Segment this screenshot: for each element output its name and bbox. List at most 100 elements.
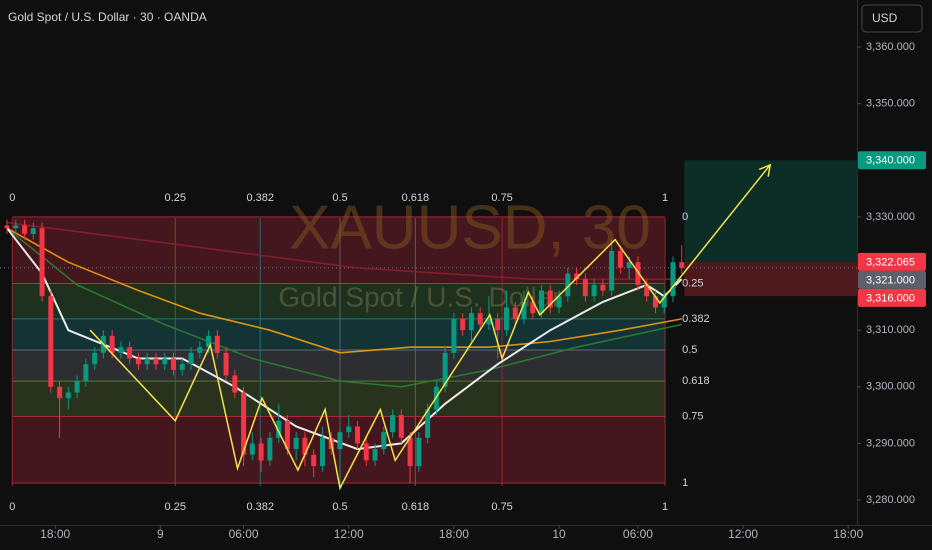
price-label-box <box>858 288 926 307</box>
background-layer <box>0 160 857 486</box>
candle-body <box>635 262 641 285</box>
fib-price-label: 0.25 <box>682 277 703 289</box>
candle-body <box>48 296 54 387</box>
x-tick-label: 06:00 <box>623 527 653 541</box>
candle-body <box>495 318 501 331</box>
y-tick-label: 3,350.000 <box>866 98 915 110</box>
candle-body <box>39 228 45 297</box>
candle-body <box>92 352 98 365</box>
candle-body <box>679 262 685 268</box>
fib-time-label-top: 1 <box>662 192 668 204</box>
symbol-header: Gold Spot / U.S. Dollar · 30 · OANDA <box>8 10 207 24</box>
candle-body <box>591 284 597 297</box>
price-label: 3,340.000 <box>866 155 915 167</box>
watermark-name: Gold Spot / U.S. Dollar <box>278 281 561 312</box>
pattern-line <box>89 164 771 491</box>
candle-body <box>390 415 396 433</box>
candle-body <box>109 335 115 353</box>
fib-price-label: 0.5 <box>682 344 697 356</box>
fib-time-label-top: 0.75 <box>491 192 512 204</box>
candle-body <box>346 426 352 433</box>
candle-body <box>135 358 141 365</box>
candle-body <box>582 279 588 297</box>
fib-band <box>12 416 666 484</box>
y-tick-label: 3,310.000 <box>866 324 915 336</box>
candle-body <box>337 432 343 450</box>
candle-body <box>267 437 273 461</box>
y-tick-label: 3,280.000 <box>866 494 915 506</box>
candle-body <box>293 437 299 450</box>
target-zone <box>684 160 857 262</box>
fib-price-label: 0.618 <box>682 375 710 387</box>
candle-body <box>57 386 63 399</box>
candle-body <box>670 262 676 297</box>
candle-body <box>206 335 212 348</box>
fib-time-label-bottom: 0.5 <box>332 501 347 513</box>
x-tick-label: 18:00 <box>833 527 863 541</box>
moving-average <box>6 227 682 388</box>
candle-body <box>179 364 185 370</box>
candle-body <box>144 358 150 365</box>
candle-body <box>302 437 308 455</box>
x-tick-label: 06:00 <box>229 527 259 541</box>
candle-body <box>539 290 545 314</box>
x-tick-label: 9 <box>157 527 164 541</box>
currency-button[interactable] <box>861 4 923 33</box>
candle-body <box>355 426 361 444</box>
y-tick-label: 3,300.000 <box>866 381 915 393</box>
candle-body <box>319 437 325 467</box>
candle-body <box>197 347 203 353</box>
candle-body <box>451 318 457 353</box>
price-label-box <box>858 151 926 170</box>
fib-time-label-bottom: 0.25 <box>165 501 186 513</box>
moving-average <box>6 221 682 280</box>
fib-band <box>12 350 666 382</box>
candle-body <box>521 301 527 319</box>
candle-body <box>644 284 650 297</box>
fib-time-label-top: 0 <box>9 192 15 204</box>
x-tick-label: 18:00 <box>439 527 469 541</box>
candle-body <box>425 409 431 438</box>
candle-body <box>468 313 474 331</box>
candle-body <box>486 318 492 325</box>
candle-body <box>372 449 378 461</box>
candle-body <box>223 352 229 376</box>
fib-price-label: 1 <box>682 477 688 489</box>
fib-band <box>12 381 666 417</box>
candle-body <box>398 415 404 438</box>
fib-time-label-bottom: 0.75 <box>491 501 512 513</box>
x-tick-label: 12:00 <box>334 527 364 541</box>
candle-body <box>416 437 422 467</box>
candle-body <box>232 375 238 393</box>
fib-time-label-top: 0.5 <box>332 192 347 204</box>
price-label: 3,321.000 <box>866 274 915 286</box>
moving-average <box>6 227 682 354</box>
price-label: 3,316.000 <box>866 292 915 304</box>
candle-body <box>65 392 71 399</box>
candle-body <box>214 335 220 353</box>
candle-body <box>118 347 124 353</box>
candle-body <box>13 225 19 229</box>
candle-body <box>477 313 483 325</box>
candle-body <box>530 301 536 314</box>
candle-body <box>22 225 28 234</box>
currency-label[interactable]: USD <box>872 11 898 25</box>
y-tick-label: 3,290.000 <box>866 437 915 449</box>
x-tick-label: 10 <box>552 527 566 541</box>
candle-body <box>153 358 159 365</box>
fib-time-label-bottom: 0.382 <box>246 501 274 513</box>
stop-zone <box>684 261 857 297</box>
candle-body <box>652 296 658 308</box>
x-tick-label: 18:00 <box>40 527 70 541</box>
fib-time-label-bottom: 0.618 <box>402 501 430 513</box>
candle-body <box>512 307 518 319</box>
candle-body <box>381 432 387 450</box>
candle-body <box>83 364 89 382</box>
candle-body <box>574 273 580 280</box>
candle-body <box>311 454 317 467</box>
price-label-box <box>858 270 926 289</box>
arrow-head <box>758 163 772 177</box>
candle-body <box>74 381 80 393</box>
